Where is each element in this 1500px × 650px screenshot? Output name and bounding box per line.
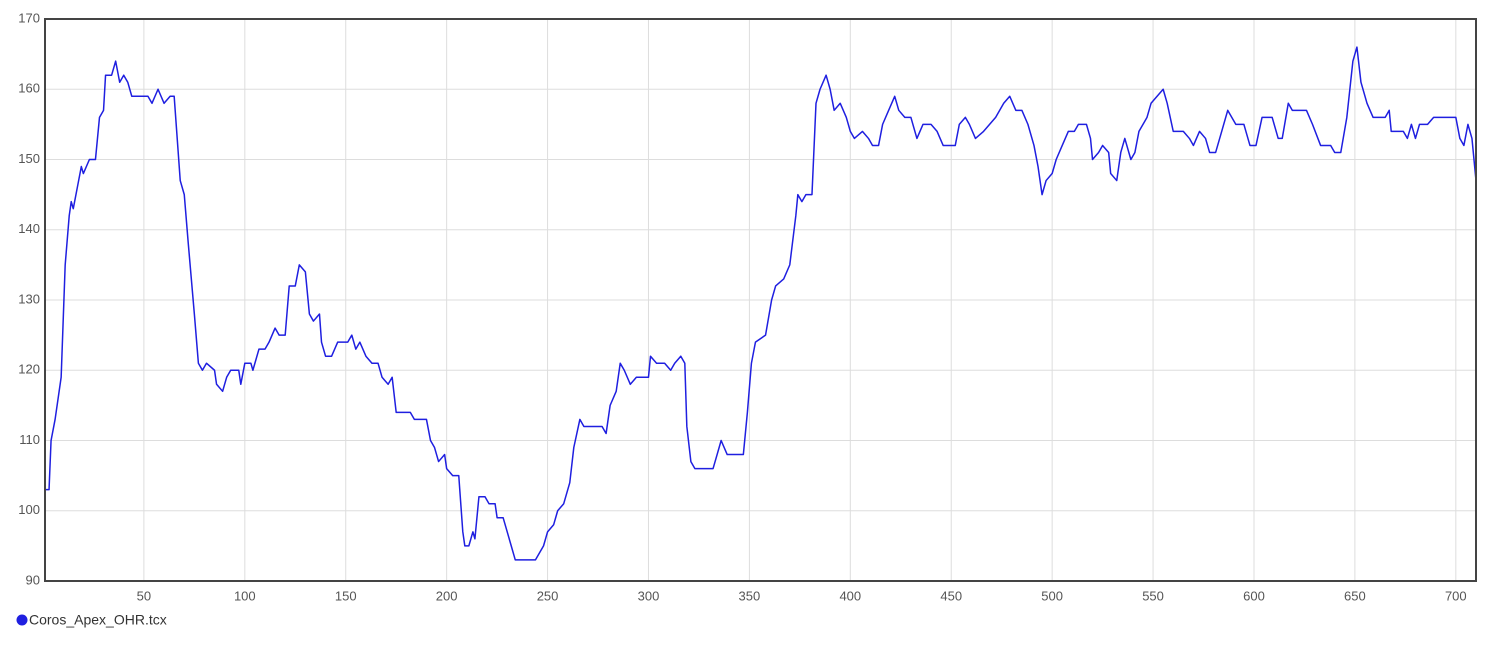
- y-tick-label: 170: [18, 10, 40, 25]
- x-tick-label: 550: [1142, 588, 1164, 603]
- legend-label: Coros_Apex_OHR.tcx: [29, 612, 167, 628]
- x-tick-label: 50: [137, 588, 151, 603]
- y-tick-label: 120: [18, 362, 40, 377]
- y-tick-label: 130: [18, 291, 40, 306]
- x-tick-label: 200: [436, 588, 458, 603]
- y-tick-label: 100: [18, 502, 40, 517]
- x-tick-label: 100: [234, 588, 256, 603]
- y-tick-label: 90: [26, 572, 40, 587]
- x-tick-label: 350: [739, 588, 761, 603]
- x-tick-label: 400: [839, 588, 861, 603]
- x-tick-label: 700: [1445, 588, 1467, 603]
- x-tick-label: 250: [537, 588, 559, 603]
- y-tick-label: 150: [18, 151, 40, 166]
- y-tick-label: 140: [18, 221, 40, 236]
- y-tick-label: 110: [19, 432, 40, 447]
- y-tick-label: 160: [18, 81, 40, 96]
- x-tick-label: 650: [1344, 588, 1366, 603]
- plot-frame: [44, 18, 1477, 582]
- x-tick-label: 450: [940, 588, 962, 603]
- x-tick-label: 150: [335, 588, 357, 603]
- x-tick-label: 300: [638, 588, 660, 603]
- x-tick-label: 600: [1243, 588, 1265, 603]
- x-tick-label: 500: [1041, 588, 1063, 603]
- data-line: [45, 46, 1477, 561]
- legend-marker: [16, 614, 28, 626]
